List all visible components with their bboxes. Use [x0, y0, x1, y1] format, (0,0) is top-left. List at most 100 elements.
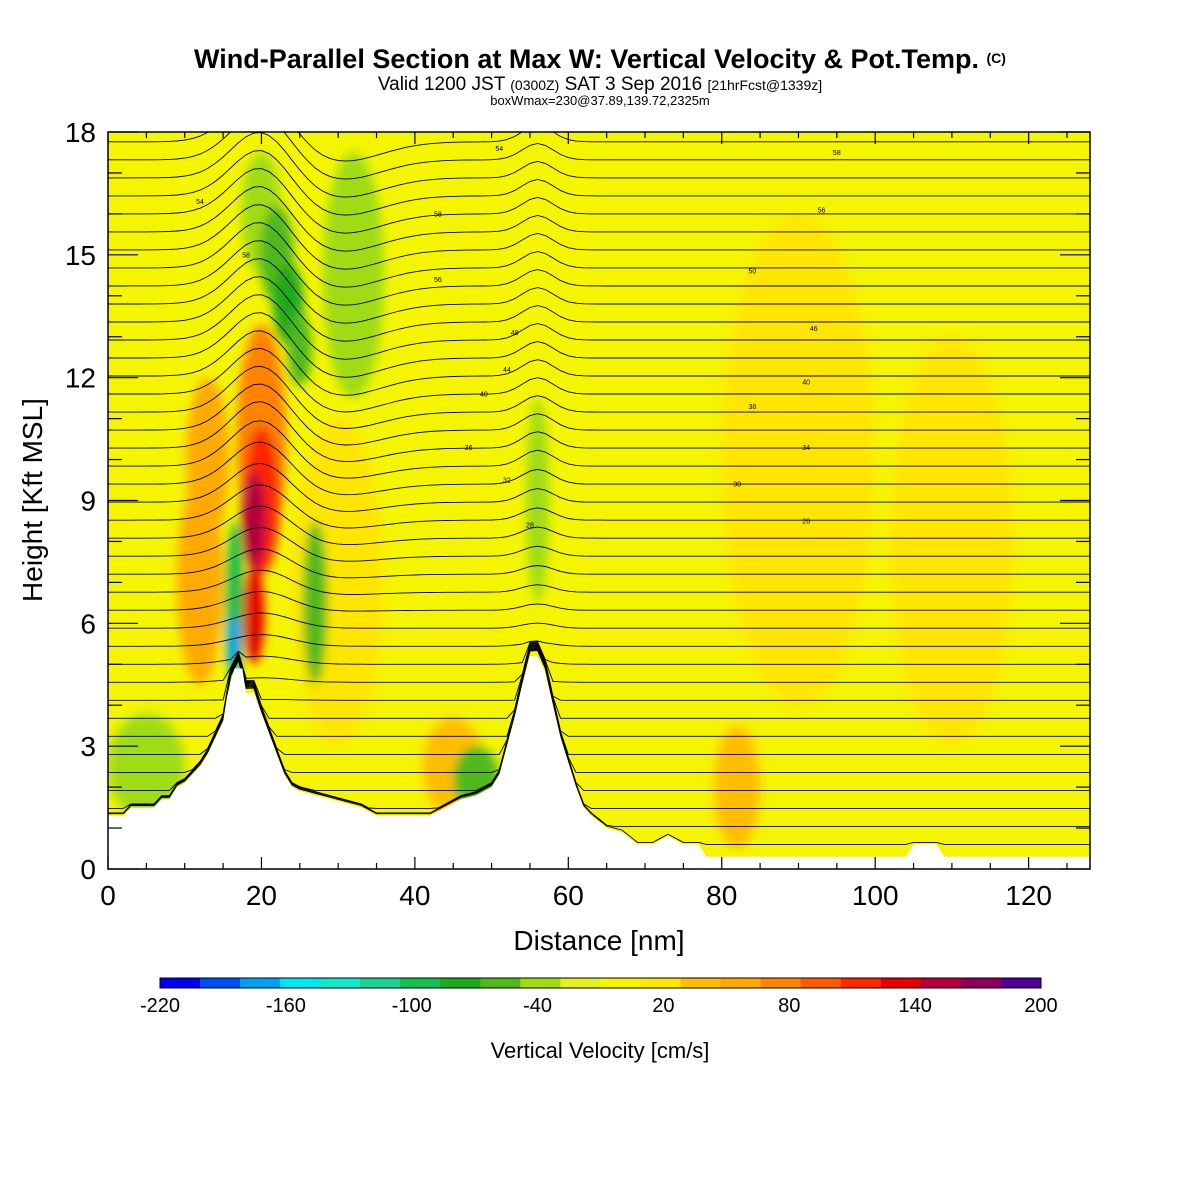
colorbar-tick-label: 20 [652, 995, 674, 1017]
terrain [108, 656, 1090, 869]
contour-label: 26 [802, 518, 810, 525]
theta-contour-line [108, 383, 1090, 446]
colorbar-segment [960, 978, 1002, 988]
colorbar-tick-label: -40 [523, 995, 552, 1017]
colorbar-segment [720, 978, 762, 988]
theta-contour-line [108, 484, 1090, 529]
contour-label: 38 [749, 404, 757, 411]
theta-contour-line [108, 526, 1090, 562]
y-tick-label: 18 [65, 117, 96, 148]
colorbar-segment [520, 978, 561, 988]
x-tick-label: 100 [852, 880, 899, 911]
contour-label: 48 [511, 330, 519, 337]
theta-contour-line [108, 642, 1090, 683]
chart-box-info: boxWmax=230@37.89,139.72,2325m [490, 93, 710, 108]
theta-contour-line [108, 348, 1090, 413]
colorbar-segment [360, 978, 401, 988]
colorbar-border [159, 977, 1042, 989]
theta-contour-line [108, 634, 1090, 647]
velocity-cell [721, 213, 876, 706]
theta-contour-line [108, 168, 1090, 234]
colorbar-segment [600, 978, 642, 988]
theta-contour-line [108, 644, 1090, 737]
contour-label: 56 [434, 277, 442, 284]
theta-contour-line [108, 505, 1090, 546]
colorbar-segment [1000, 978, 1042, 988]
colorbar-segment [560, 978, 601, 988]
colorbar-tick-label: -160 [266, 995, 306, 1017]
theta-contour-line [108, 150, 1090, 216]
contour-label: 58 [242, 252, 250, 259]
theta-contour-line [108, 258, 1090, 324]
theta-contour-line [108, 330, 1090, 396]
y-tick-label: 6 [80, 608, 96, 639]
chart-title: Wind-Parallel Section at Max W: Vertical… [194, 44, 1006, 74]
theta-contour-line [108, 240, 1090, 306]
x-tick-label: 80 [706, 880, 737, 911]
theta-contour-line [108, 204, 1090, 270]
colorbar-segment [640, 978, 682, 988]
velocity-cell [186, 377, 230, 542]
contour-label: 32 [503, 478, 511, 485]
colorbar-segment [920, 978, 962, 988]
theta-contour-line [108, 643, 1090, 701]
theta-contour-line [108, 641, 1090, 665]
velocity-cell [714, 725, 761, 849]
velocity-cell [890, 336, 1014, 747]
x-tick-label: 40 [399, 880, 430, 911]
chart-subtitle: Valid 1200 JST (0300Z) SAT 3 Sep 2016 [2… [377, 74, 823, 95]
y-tick-label: 0 [80, 854, 96, 885]
colorbar-segment [680, 978, 722, 988]
x-tick-label: 0 [100, 880, 116, 911]
contour-label: 30 [733, 482, 741, 489]
y-axis-title: Height [Kft MSL] [17, 398, 48, 602]
contour-label: 36 [465, 445, 473, 452]
colorbar-segment [840, 978, 882, 988]
colorbar-tick-label: -220 [140, 995, 180, 1017]
contour-label: 28 [526, 523, 534, 530]
colorbar-segment [280, 978, 321, 988]
colorbar-segment [160, 978, 201, 988]
colorbar-tick-label: 80 [778, 995, 800, 1017]
colorbar-tick-label: 200 [1024, 995, 1057, 1017]
velocity-cell [322, 152, 385, 399]
contour-label: 44 [503, 367, 511, 374]
theta-contour-line [108, 312, 1090, 378]
theta-contour-line [108, 462, 1090, 512]
theta-contour-line [108, 645, 1090, 755]
theta-contour-line [108, 132, 1090, 180]
y-tick-label: 15 [65, 240, 96, 271]
theta-contour-line [108, 441, 1090, 496]
colorbar-segment [200, 978, 241, 988]
contour-label: 54 [495, 146, 503, 153]
theta-contour-line [108, 222, 1090, 288]
x-tick-label: 120 [1005, 880, 1052, 911]
terrain-profile [108, 656, 1090, 869]
contour-label: 58 [434, 211, 442, 218]
y-tick-label: 12 [65, 363, 96, 394]
contour-label: 34 [802, 445, 810, 452]
y-tick-label: 9 [80, 486, 96, 517]
theta-contour-line [108, 294, 1090, 360]
x-axis-title: Distance [nm] [513, 925, 684, 956]
x-tick-label: 20 [246, 880, 277, 911]
colorbar-tick-label: -100 [392, 995, 432, 1017]
colorbar-tick-label: 140 [898, 995, 931, 1017]
theta-contour-line [108, 132, 1090, 198]
x-axis: 0 20 40 60 80 100 120 [100, 132, 1068, 911]
velocity-cell [243, 566, 265, 665]
theta-contour-line [108, 644, 1090, 719]
colorbar-title: Vertical Velocity [cm/s] [491, 1038, 710, 1063]
contour-label: 56 [818, 207, 826, 214]
velocity-cell [287, 312, 313, 386]
contour-label: 50 [749, 269, 757, 276]
theta-contour-line [108, 612, 1090, 629]
theta-contour-line [108, 365, 1090, 429]
velocity-cell [526, 398, 550, 603]
y-tick-label: 3 [80, 731, 96, 762]
theta-contour-line [108, 548, 1090, 579]
theta-contour-line [108, 590, 1090, 612]
colorbar-segment [880, 978, 922, 988]
velocity-cell [108, 713, 185, 820]
